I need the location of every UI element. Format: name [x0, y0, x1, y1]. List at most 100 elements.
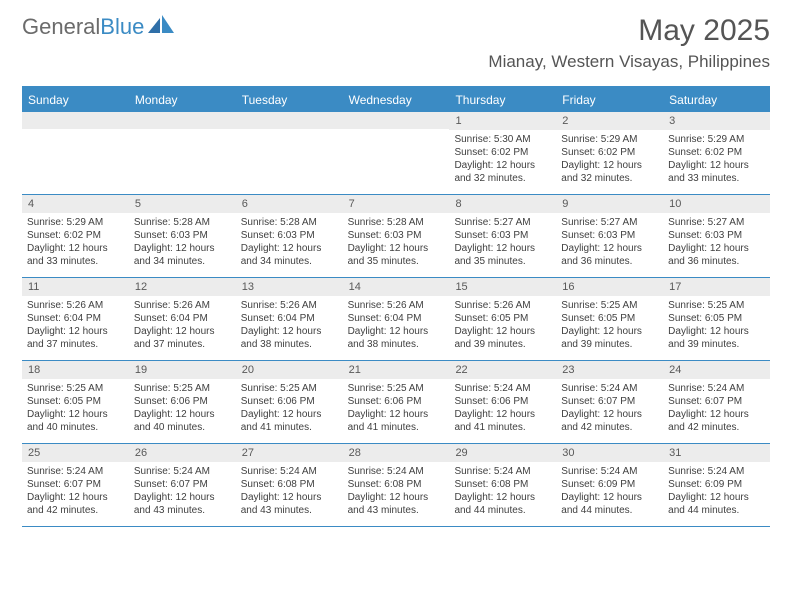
daylight-text: Daylight: 12 hours and 32 minutes.: [454, 159, 551, 185]
title-block: May 2025 Mianay, Western Visayas, Philip…: [488, 14, 770, 72]
sunset-text: Sunset: 6:04 PM: [134, 312, 231, 325]
sunrise-text: Sunrise: 5:25 AM: [348, 382, 445, 395]
day-number: 7: [343, 195, 450, 213]
day-number: [236, 112, 343, 129]
sunrise-text: Sunrise: 5:25 AM: [241, 382, 338, 395]
day-number: 23: [556, 361, 663, 379]
sunset-text: Sunset: 6:07 PM: [134, 478, 231, 491]
day-cell: 7Sunrise: 5:28 AMSunset: 6:03 PMDaylight…: [343, 195, 450, 277]
sunset-text: Sunset: 6:06 PM: [134, 395, 231, 408]
day-cell: 17Sunrise: 5:25 AMSunset: 6:05 PMDayligh…: [663, 278, 770, 360]
daylight-text: Daylight: 12 hours and 35 minutes.: [348, 242, 445, 268]
day-cell: 3Sunrise: 5:29 AMSunset: 6:02 PMDaylight…: [663, 112, 770, 194]
sunset-text: Sunset: 6:07 PM: [27, 478, 124, 491]
day-number: 18: [22, 361, 129, 379]
day-cell: 10Sunrise: 5:27 AMSunset: 6:03 PMDayligh…: [663, 195, 770, 277]
weeks-container: 1Sunrise: 5:30 AMSunset: 6:02 PMDaylight…: [22, 112, 770, 527]
sunrise-text: Sunrise: 5:24 AM: [454, 465, 551, 478]
day-cell: 25Sunrise: 5:24 AMSunset: 6:07 PMDayligh…: [22, 444, 129, 526]
daylight-text: Daylight: 12 hours and 32 minutes.: [561, 159, 658, 185]
dow-header: Wednesday: [343, 88, 450, 112]
sunset-text: Sunset: 6:08 PM: [454, 478, 551, 491]
sunset-text: Sunset: 6:08 PM: [348, 478, 445, 491]
day-details: [236, 129, 343, 137]
day-details: Sunrise: 5:24 AMSunset: 6:06 PMDaylight:…: [449, 379, 556, 439]
day-cell: 15Sunrise: 5:26 AMSunset: 6:05 PMDayligh…: [449, 278, 556, 360]
dow-header: Friday: [556, 88, 663, 112]
sunrise-text: Sunrise: 5:24 AM: [561, 382, 658, 395]
sunset-text: Sunset: 6:03 PM: [348, 229, 445, 242]
sunrise-text: Sunrise: 5:27 AM: [454, 216, 551, 229]
sunset-text: Sunset: 6:06 PM: [454, 395, 551, 408]
sunrise-text: Sunrise: 5:29 AM: [27, 216, 124, 229]
sunrise-text: Sunrise: 5:25 AM: [27, 382, 124, 395]
day-number: 12: [129, 278, 236, 296]
daylight-text: Daylight: 12 hours and 39 minutes.: [454, 325, 551, 351]
day-number: 28: [343, 444, 450, 462]
day-number: [343, 112, 450, 129]
day-number: 1: [449, 112, 556, 130]
day-number: 31: [663, 444, 770, 462]
daylight-text: Daylight: 12 hours and 39 minutes.: [561, 325, 658, 351]
dow-header: Monday: [129, 88, 236, 112]
day-details: Sunrise: 5:30 AMSunset: 6:02 PMDaylight:…: [449, 130, 556, 190]
daylight-text: Daylight: 12 hours and 43 minutes.: [348, 491, 445, 517]
sunrise-text: Sunrise: 5:25 AM: [668, 299, 765, 312]
calendar-grid: SundayMondayTuesdayWednesdayThursdayFrid…: [22, 86, 770, 527]
day-cell: 13Sunrise: 5:26 AMSunset: 6:04 PMDayligh…: [236, 278, 343, 360]
week-row: 25Sunrise: 5:24 AMSunset: 6:07 PMDayligh…: [22, 444, 770, 527]
logo-text-blue: Blue: [100, 14, 144, 39]
day-details: Sunrise: 5:25 AMSunset: 6:05 PMDaylight:…: [556, 296, 663, 356]
day-cell: [236, 112, 343, 194]
day-details: Sunrise: 5:25 AMSunset: 6:06 PMDaylight:…: [343, 379, 450, 439]
day-cell: 2Sunrise: 5:29 AMSunset: 6:02 PMDaylight…: [556, 112, 663, 194]
sunrise-text: Sunrise: 5:26 AM: [27, 299, 124, 312]
day-cell: 21Sunrise: 5:25 AMSunset: 6:06 PMDayligh…: [343, 361, 450, 443]
day-details: Sunrise: 5:25 AMSunset: 6:06 PMDaylight:…: [129, 379, 236, 439]
day-cell: 30Sunrise: 5:24 AMSunset: 6:09 PMDayligh…: [556, 444, 663, 526]
sunset-text: Sunset: 6:04 PM: [241, 312, 338, 325]
sunset-text: Sunset: 6:05 PM: [27, 395, 124, 408]
day-details: Sunrise: 5:29 AMSunset: 6:02 PMDaylight:…: [556, 130, 663, 190]
day-cell: 4Sunrise: 5:29 AMSunset: 6:02 PMDaylight…: [22, 195, 129, 277]
dow-header: Tuesday: [236, 88, 343, 112]
day-number: 11: [22, 278, 129, 296]
dow-header: Saturday: [663, 88, 770, 112]
day-cell: 22Sunrise: 5:24 AMSunset: 6:06 PMDayligh…: [449, 361, 556, 443]
day-number: 8: [449, 195, 556, 213]
day-number: 14: [343, 278, 450, 296]
sunrise-text: Sunrise: 5:29 AM: [561, 133, 658, 146]
day-details: Sunrise: 5:25 AMSunset: 6:05 PMDaylight:…: [663, 296, 770, 356]
sunset-text: Sunset: 6:03 PM: [241, 229, 338, 242]
sunrise-text: Sunrise: 5:25 AM: [134, 382, 231, 395]
daylight-text: Daylight: 12 hours and 34 minutes.: [134, 242, 231, 268]
day-number: 20: [236, 361, 343, 379]
day-details: Sunrise: 5:27 AMSunset: 6:03 PMDaylight:…: [449, 213, 556, 273]
day-cell: 28Sunrise: 5:24 AMSunset: 6:08 PMDayligh…: [343, 444, 450, 526]
week-row: 11Sunrise: 5:26 AMSunset: 6:04 PMDayligh…: [22, 278, 770, 361]
day-number: 21: [343, 361, 450, 379]
page-title: May 2025: [488, 14, 770, 48]
daylight-text: Daylight: 12 hours and 42 minutes.: [561, 408, 658, 434]
day-number: 26: [129, 444, 236, 462]
daylight-text: Daylight: 12 hours and 37 minutes.: [27, 325, 124, 351]
day-cell: 11Sunrise: 5:26 AMSunset: 6:04 PMDayligh…: [22, 278, 129, 360]
day-number: 5: [129, 195, 236, 213]
day-number: 13: [236, 278, 343, 296]
daylight-text: Daylight: 12 hours and 37 minutes.: [134, 325, 231, 351]
sunrise-text: Sunrise: 5:26 AM: [454, 299, 551, 312]
sunrise-text: Sunrise: 5:29 AM: [668, 133, 765, 146]
day-cell: 19Sunrise: 5:25 AMSunset: 6:06 PMDayligh…: [129, 361, 236, 443]
day-cell: 6Sunrise: 5:28 AMSunset: 6:03 PMDaylight…: [236, 195, 343, 277]
day-details: [129, 129, 236, 137]
dow-header: Thursday: [449, 88, 556, 112]
sunset-text: Sunset: 6:06 PM: [241, 395, 338, 408]
logo-sail-icon: [148, 15, 174, 40]
sunrise-text: Sunrise: 5:26 AM: [348, 299, 445, 312]
day-number: 19: [129, 361, 236, 379]
sunset-text: Sunset: 6:09 PM: [561, 478, 658, 491]
day-number: 9: [556, 195, 663, 213]
day-cell: 9Sunrise: 5:27 AMSunset: 6:03 PMDaylight…: [556, 195, 663, 277]
sunset-text: Sunset: 6:05 PM: [668, 312, 765, 325]
daylight-text: Daylight: 12 hours and 44 minutes.: [668, 491, 765, 517]
